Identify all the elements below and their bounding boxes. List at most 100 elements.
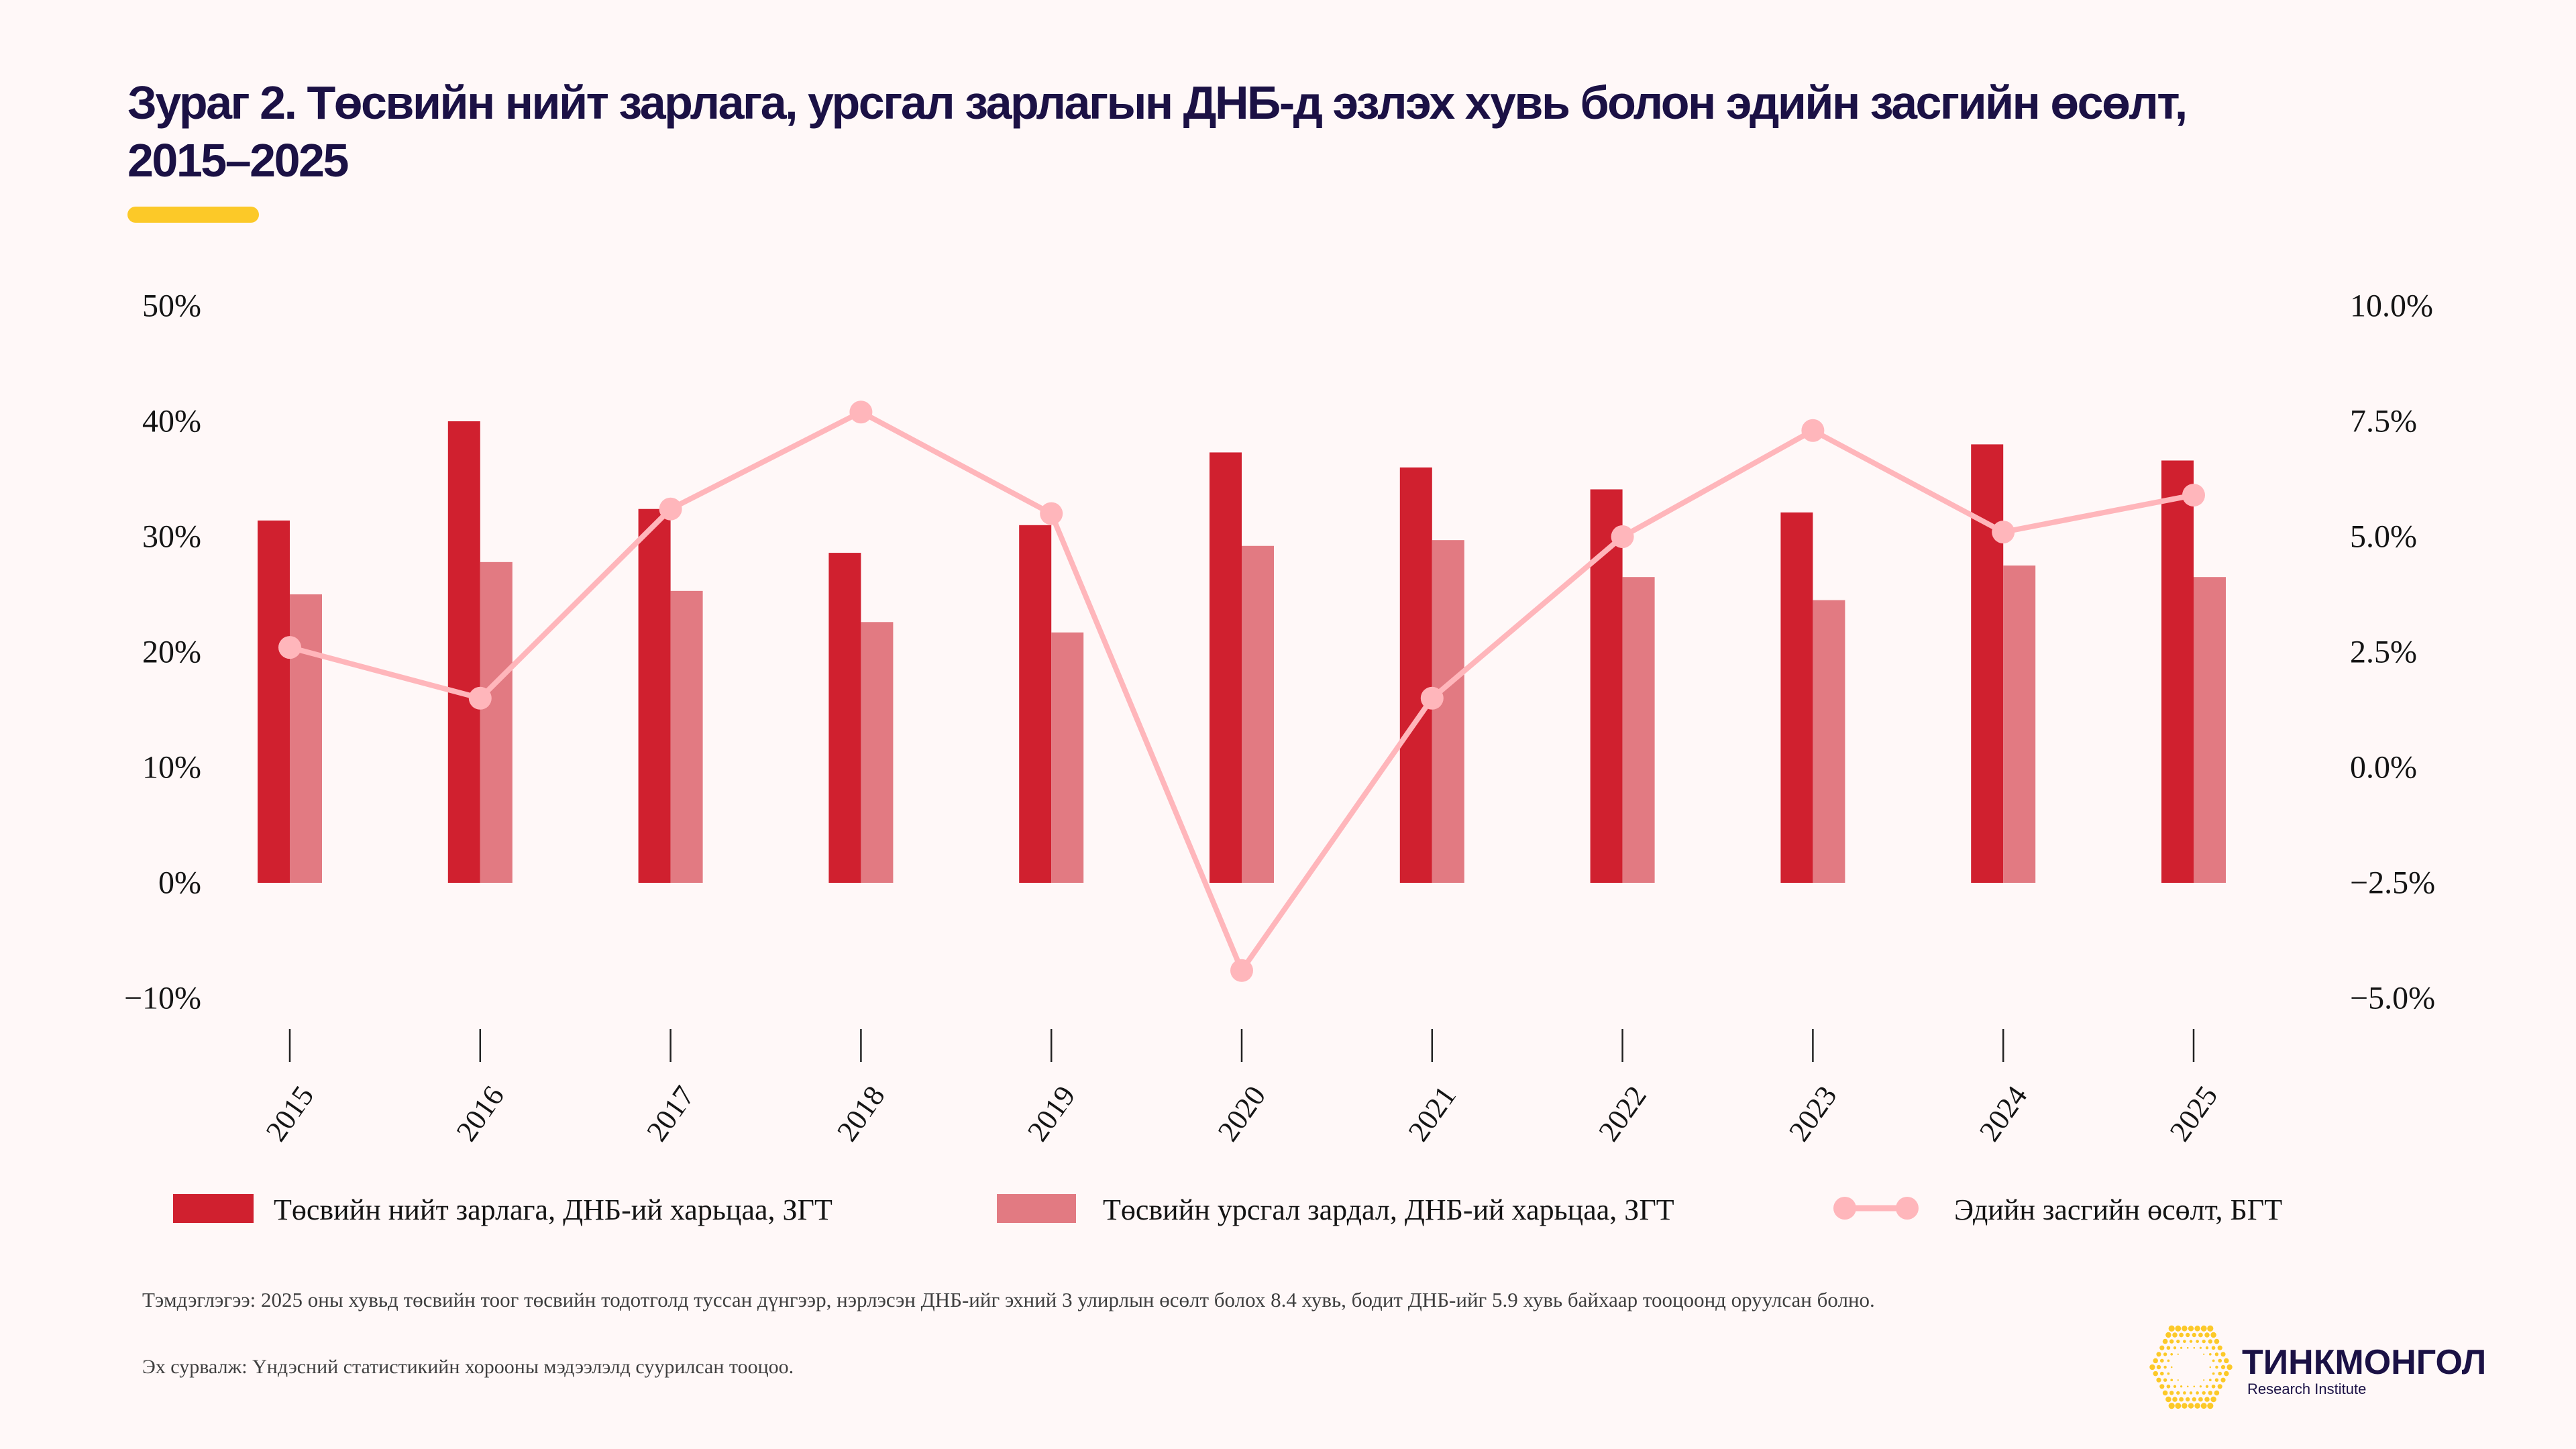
logo-dot [2180, 1346, 2183, 1349]
logo-dot [2207, 1403, 2214, 1409]
logo-dot [2189, 1340, 2193, 1343]
bar-current-expenditure [1622, 577, 1655, 883]
logo-dot [2177, 1353, 2179, 1355]
logo-dot [2166, 1346, 2171, 1350]
logo-dot [2196, 1340, 2199, 1343]
logo-dot [2209, 1366, 2212, 1368]
legend-label-current: Төсвийн урсгал зардал, ДНБ-ий харьцаа, З… [1103, 1193, 1674, 1226]
left-y-axis: 50% 40% 30% 20% 10% 0% −10% [124, 288, 201, 1016]
bar-total-expenditure [1780, 512, 1813, 883]
logo-dot [2170, 1379, 2174, 1382]
x-tick-label: 2020 [1212, 1080, 1273, 1147]
logo-dot [2163, 1365, 2167, 1369]
logo-dot [2207, 1325, 2214, 1332]
title-accent-bar [127, 207, 259, 223]
y-left-tick-label: 30% [142, 519, 201, 555]
logo-dot [2194, 1326, 2200, 1332]
y-right-tick-label: 2.5% [2350, 635, 2417, 670]
logo-dot [2208, 1339, 2212, 1344]
logo-dot [2224, 1358, 2229, 1364]
logo-dot [2214, 1338, 2220, 1344]
line-series [278, 400, 2205, 982]
logo-dot [2176, 1391, 2180, 1395]
y-left-tick-label: −10% [124, 981, 201, 1016]
logo-dot [2217, 1384, 2222, 1389]
bar-total-expenditure [828, 553, 861, 883]
logo-dot [2165, 1396, 2171, 1403]
logo-dot [2167, 1359, 2170, 1362]
logo-dot [2177, 1379, 2179, 1381]
y-right-tick-label: 5.0% [2350, 519, 2417, 555]
bar-total-expenditure [447, 421, 480, 883]
logo-dot [2211, 1346, 2216, 1350]
growth-point [1230, 959, 1253, 982]
logo-dot [2210, 1332, 2216, 1338]
logo-dot [2224, 1371, 2229, 1377]
logo-dot [2205, 1346, 2209, 1350]
logo-dot [2153, 1358, 2158, 1364]
growth-point [2182, 484, 2205, 507]
bar-total-expenditure [1971, 444, 2004, 883]
bar-current-expenditure [2003, 566, 2036, 883]
logo-dot [2188, 1403, 2194, 1409]
y-left-tick-label: 20% [142, 635, 201, 670]
growth-point [468, 686, 492, 710]
logo-dot [2192, 1332, 2197, 1338]
logo-dot [2163, 1378, 2167, 1382]
logo-dot [2199, 1346, 2202, 1349]
legend: Төсвийн нийт зарлага, ДНБ-ий харьцаа, ЗГ… [173, 1193, 2282, 1226]
logo-dot [2214, 1390, 2220, 1396]
logo-dot [2166, 1384, 2171, 1389]
logo-dot [2218, 1358, 2222, 1363]
bar-current-expenditure [480, 561, 513, 883]
page-title-line-2: 2015–2025 [127, 134, 349, 186]
logo-dot [2159, 1345, 2165, 1350]
growth-point [1992, 521, 2015, 544]
logo-dot [2198, 1397, 2203, 1402]
x-tick-label: 2022 [1592, 1080, 1653, 1147]
logo-dot [2183, 1340, 2186, 1343]
logo-dot [2186, 1385, 2189, 1388]
logo-dot [2196, 1391, 2199, 1395]
y-right-tick-label: 10.0% [2350, 288, 2433, 324]
growth-point [849, 400, 873, 424]
bar-total-expenditure [638, 508, 671, 883]
logo-dot [2149, 1364, 2155, 1371]
x-tick-label: 2024 [1973, 1080, 2034, 1147]
logo-dot [2218, 1371, 2222, 1376]
logo-dot [2211, 1384, 2216, 1389]
x-tick-label: 2015 [260, 1080, 321, 1147]
logo-dot [2173, 1385, 2177, 1388]
logo-dot [2170, 1352, 2174, 1356]
growth-point [1040, 502, 1063, 525]
logo-dot [2203, 1353, 2205, 1355]
logo-dot [2220, 1364, 2226, 1370]
logo-dot [2194, 1403, 2200, 1409]
y-right-tick-label: 7.5% [2350, 404, 2417, 439]
bar-current-expenditure [1242, 545, 1274, 883]
bar-total-expenditure [1590, 489, 1623, 883]
logo-dot [2156, 1352, 2161, 1357]
y-right-tick-label: −2.5% [2350, 865, 2435, 901]
logo-dot [2185, 1332, 2190, 1338]
logo-dot [2208, 1391, 2212, 1395]
logo-dot [2208, 1352, 2212, 1356]
logo-dot [2162, 1338, 2168, 1344]
legend-swatch-total [173, 1194, 254, 1223]
bar-current-expenditure [1051, 632, 1084, 883]
logo-dot [2172, 1332, 2178, 1338]
logo-dot [2210, 1396, 2216, 1403]
logo-dot [2192, 1397, 2197, 1402]
legend-item-growth: Эдийн засгийн өсөлт, БГТ [1833, 1193, 2282, 1226]
legend-marker-right [1896, 1197, 1919, 1220]
logo-dot [2182, 1326, 2188, 1332]
bar-total-expenditure [1019, 525, 1052, 883]
x-tick-label: 2018 [830, 1080, 892, 1147]
logo-dot [2215, 1365, 2218, 1369]
logo-dot [2180, 1385, 2183, 1388]
logo-dot [2189, 1391, 2193, 1395]
logo-dot [2173, 1346, 2177, 1350]
x-tick-label: 2023 [1782, 1080, 1843, 1147]
bar-total-expenditure [2161, 460, 2194, 883]
